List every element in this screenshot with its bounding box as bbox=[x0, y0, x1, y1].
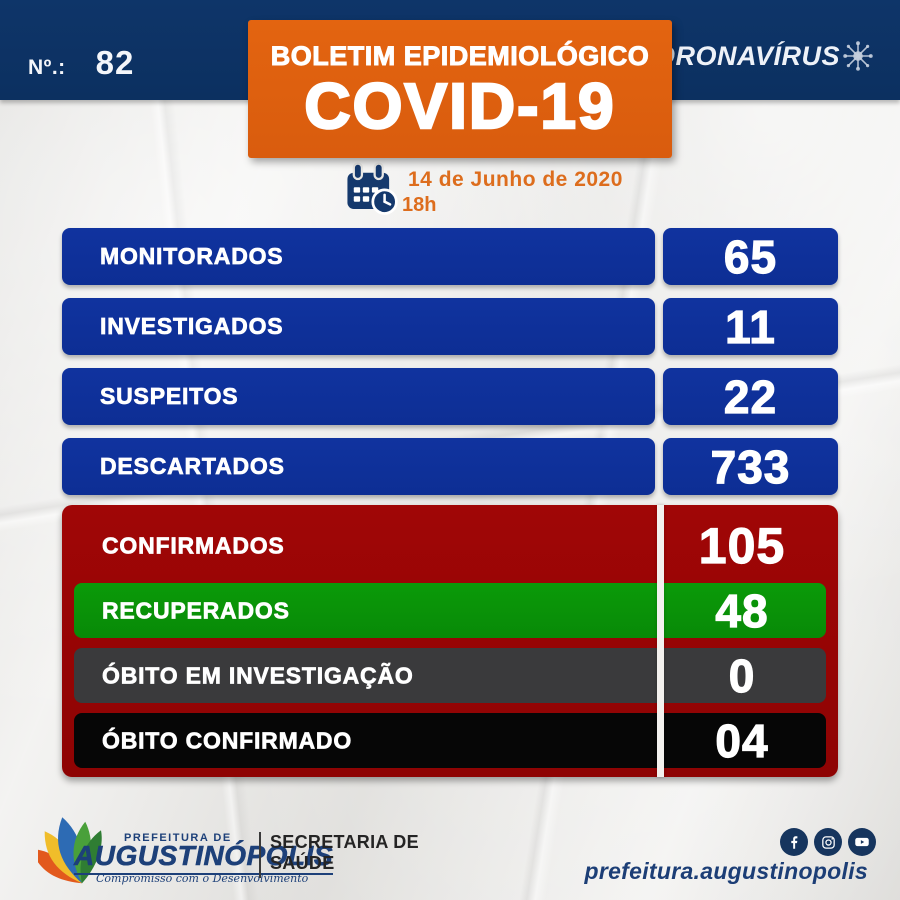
panel-divider bbox=[657, 505, 664, 777]
logo-city-name: AUGUSTINÓPOLIS bbox=[74, 840, 334, 875]
stat-label: CONFIRMADOS bbox=[102, 532, 285, 559]
stat-value-box: 65 bbox=[663, 228, 838, 285]
bulletin-title: BOLETIM EPIDEMIOLÓGICO bbox=[270, 40, 650, 71]
stat-label: ÓBITO CONFIRMADO bbox=[102, 727, 353, 754]
stat-label: ÓBITO EM INVESTIGAÇÃO bbox=[102, 662, 414, 689]
stat-value: 65 bbox=[723, 230, 778, 283]
logo-prefeitura-text: PREFEITURA DE bbox=[124, 832, 232, 844]
title-box: BOLETIM EPIDEMIOLÓGICO COVID-19 bbox=[248, 20, 672, 158]
secretaria-block: SECRETARIA DE SAÚDE bbox=[270, 832, 419, 874]
footer-divider bbox=[259, 832, 261, 878]
stat-row-obito-investigacao: ÓBITO EM INVESTIGAÇÃO 0 bbox=[74, 648, 826, 703]
stat-label-box: SUSPEITOS bbox=[62, 368, 655, 425]
social-icons bbox=[780, 828, 876, 856]
stat-row-obito-confirmado: ÓBITO CONFIRMADO 04 bbox=[74, 713, 826, 768]
city-logo-icon bbox=[38, 817, 102, 884]
footer: PREFEITURA DE AUGUSTINÓPOLIS Compromisso… bbox=[0, 800, 900, 900]
stat-label-box: MONITORADOS bbox=[62, 228, 655, 285]
stat-value: 04 bbox=[715, 714, 769, 767]
instagram-icon[interactable] bbox=[814, 828, 842, 856]
stat-label-box: INVESTIGADOS bbox=[62, 298, 655, 355]
secretaria-line2: SAÚDE bbox=[270, 853, 335, 873]
stat-label: SUSPEITOS bbox=[100, 383, 239, 410]
social-handle: prefeitura.augustinopolis bbox=[584, 858, 868, 884]
stat-value-box: 22 bbox=[663, 368, 838, 425]
stat-label: MONITORADOS bbox=[100, 243, 284, 270]
youtube-icon[interactable] bbox=[848, 828, 876, 856]
stat-label: DESCARTADOS bbox=[100, 453, 285, 480]
stat-label: RECUPERADOS bbox=[102, 597, 290, 624]
bulletin-number-block: Nº.: 82 bbox=[28, 44, 134, 82]
virus-icon bbox=[843, 41, 873, 71]
stat-label: INVESTIGADOS bbox=[100, 313, 284, 340]
date-block: 14 de Junho de 2020 18h bbox=[342, 160, 623, 218]
report-time: 18h bbox=[402, 194, 437, 216]
cases-panel: CONFIRMADOS 105 RECUPERADOS 48 ÓBITO EM … bbox=[62, 505, 838, 777]
stat-value: 48 bbox=[715, 584, 769, 637]
stat-value: 22 bbox=[723, 370, 778, 423]
bulletin-number-label: Nº.: bbox=[28, 56, 66, 79]
stat-value-box: 11 bbox=[663, 298, 838, 355]
stat-value: 733 bbox=[710, 440, 791, 493]
report-date: 14 de Junho de 2020 bbox=[408, 168, 623, 191]
stat-row-recuperados: RECUPERADOS 48 bbox=[74, 583, 826, 638]
stat-value-box: 733 bbox=[663, 438, 838, 495]
stat-value: 105 bbox=[698, 517, 786, 574]
secretaria-line1: SECRETARIA DE bbox=[270, 832, 419, 852]
logo-tagline: Compromisso com o Desenvolvimento bbox=[96, 872, 309, 885]
calendar-clock-icon bbox=[347, 162, 398, 215]
stat-value: 11 bbox=[725, 300, 776, 353]
stat-value: 0 bbox=[728, 649, 756, 702]
bulletin-number-value: 82 bbox=[95, 44, 135, 81]
covid-title: COVID-19 bbox=[303, 69, 616, 142]
stat-row-confirmados: CONFIRMADOS 105 bbox=[74, 513, 826, 579]
facebook-icon[interactable] bbox=[780, 828, 808, 856]
stat-label-box: DESCARTADOS bbox=[62, 438, 655, 495]
date-texts: 14 de Junho de 2020 18h bbox=[402, 168, 623, 218]
